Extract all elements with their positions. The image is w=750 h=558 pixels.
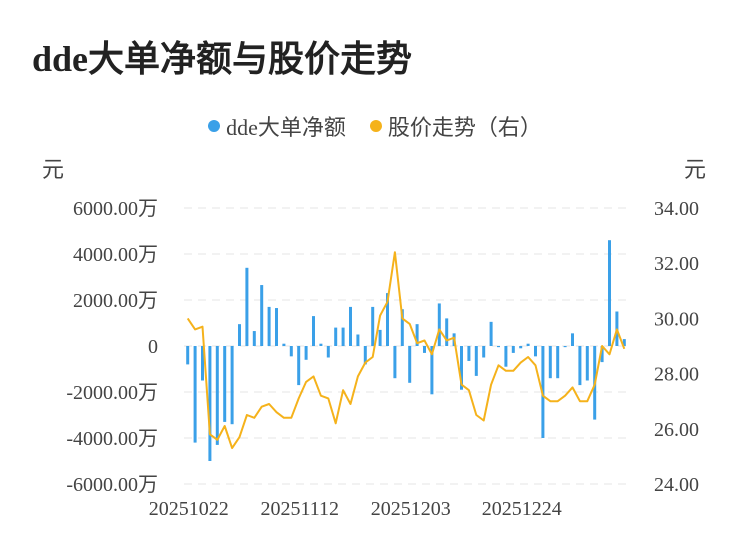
bar-9 bbox=[252, 331, 256, 346]
legend-item-price[interactable]: 股价走势（右） bbox=[369, 110, 542, 142]
right-axis-unit: 元 bbox=[684, 157, 706, 182]
left-tick-label-3: 0 bbox=[148, 336, 158, 358]
chart-title: dde大单净额与股价走势 bbox=[32, 39, 413, 79]
legend: dde大单净额 股价走势（右） bbox=[0, 110, 750, 142]
bar-3 bbox=[208, 346, 212, 461]
bar-6 bbox=[230, 346, 234, 425]
x-tick-label-1: 20251112 bbox=[260, 498, 339, 520]
bar-38 bbox=[467, 346, 471, 361]
bar-33 bbox=[430, 346, 434, 395]
bar-34 bbox=[437, 303, 441, 346]
bar-11 bbox=[267, 306, 271, 346]
bar-56 bbox=[600, 346, 604, 363]
bar-12 bbox=[275, 308, 278, 346]
bar-31 bbox=[415, 324, 419, 346]
bar-0 bbox=[186, 346, 190, 365]
bar-50 bbox=[556, 346, 560, 379]
price-line bbox=[186, 251, 626, 450]
bar-26 bbox=[378, 329, 382, 346]
bar-37 bbox=[460, 346, 463, 390]
bar-8 bbox=[245, 267, 249, 346]
legend-dot-price-icon bbox=[369, 120, 382, 132]
left-tick-label-2: 2000.00万 bbox=[73, 290, 158, 312]
bar-41 bbox=[489, 321, 493, 346]
bar-5 bbox=[223, 346, 227, 422]
bar-32 bbox=[423, 346, 426, 353]
legend-label-dde: dde大单净额 bbox=[226, 115, 346, 140]
bar-7 bbox=[238, 324, 241, 346]
left-tick-label-6: -6000.00万 bbox=[66, 474, 158, 496]
x-tick-label-2: 20251203 bbox=[371, 498, 451, 520]
bar-59 bbox=[622, 339, 626, 346]
x-tick-label-0: 20251022 bbox=[149, 498, 229, 520]
bar-14 bbox=[289, 346, 293, 357]
right-tick-label-1: 32.00 bbox=[654, 253, 699, 275]
bar-27 bbox=[386, 293, 389, 346]
bar-29 bbox=[400, 309, 404, 346]
bar-28 bbox=[393, 346, 397, 379]
bar-16 bbox=[304, 346, 308, 360]
bar-30 bbox=[408, 346, 412, 383]
bar-54 bbox=[585, 346, 589, 381]
right-tick-label-5: 24.00 bbox=[654, 474, 699, 496]
bar-44 bbox=[511, 346, 515, 353]
legend-label-price: 股价走势（右） bbox=[387, 115, 542, 140]
bar-53 bbox=[578, 346, 582, 386]
bar-19 bbox=[326, 346, 330, 358]
bar-51 bbox=[563, 346, 567, 348]
bar-15 bbox=[297, 346, 301, 386]
bar-18 bbox=[319, 343, 323, 346]
legend-item-dde[interactable]: dde大单净额 bbox=[208, 110, 346, 142]
bar-23 bbox=[356, 334, 360, 346]
bar-52 bbox=[571, 333, 574, 346]
legend-dot-dde-icon bbox=[208, 120, 221, 132]
bar-40 bbox=[482, 346, 486, 358]
bar-4 bbox=[215, 346, 219, 445]
bar-35 bbox=[445, 318, 449, 346]
right-tick-label-2: 30.00 bbox=[654, 308, 699, 330]
bar-45 bbox=[519, 346, 523, 349]
left-tick-label-0: 6000.00万 bbox=[73, 198, 158, 220]
bar-46 bbox=[526, 343, 530, 346]
right-tick-label-0: 34.00 bbox=[654, 198, 699, 220]
bar-47 bbox=[534, 346, 537, 357]
left-tick-label-5: -4000.00万 bbox=[66, 428, 158, 450]
bar-39 bbox=[474, 346, 478, 376]
bar-22 bbox=[349, 306, 352, 346]
bar-49 bbox=[548, 346, 552, 379]
bar-2 bbox=[201, 346, 204, 381]
right-tick-label-3: 28.00 bbox=[654, 364, 699, 386]
bar-21 bbox=[341, 327, 345, 346]
left-axis-unit: 元 bbox=[42, 157, 64, 182]
bar-20 bbox=[334, 327, 338, 346]
left-tick-label-1: 4000.00万 bbox=[73, 244, 158, 266]
bar-57 bbox=[608, 240, 611, 346]
right-tick-label-4: 26.00 bbox=[654, 419, 699, 441]
x-tick-label-3: 20251224 bbox=[482, 498, 562, 520]
bar-13 bbox=[282, 343, 286, 346]
bar-43 bbox=[504, 346, 508, 367]
bar-24 bbox=[363, 346, 367, 365]
left-tick-label-4: -2000.00万 bbox=[66, 382, 158, 404]
bar-42 bbox=[497, 346, 500, 348]
bar-10 bbox=[260, 285, 264, 346]
bar-25 bbox=[371, 306, 375, 346]
bar-1 bbox=[193, 346, 197, 443]
bar-17 bbox=[312, 316, 315, 346]
